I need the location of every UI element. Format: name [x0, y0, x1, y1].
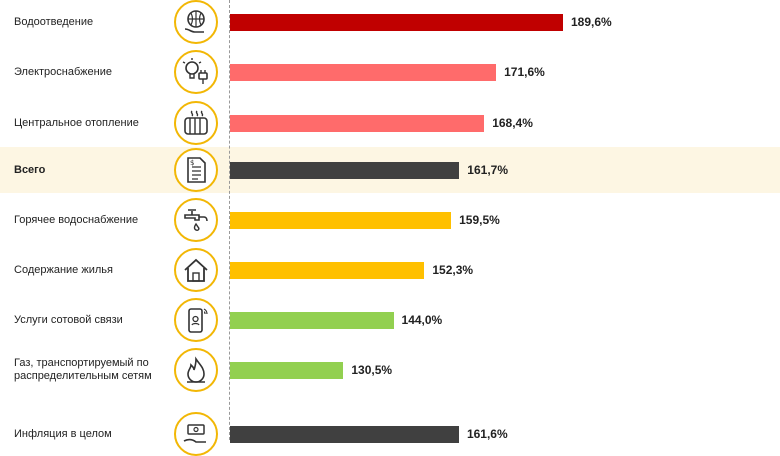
- flame-icon: [174, 348, 218, 392]
- radiator-icon: [174, 101, 218, 145]
- bar: [230, 13, 563, 31]
- axis-divider: [229, 0, 230, 440]
- bar: [230, 261, 425, 279]
- value-label: 130,5%: [351, 362, 393, 377]
- bulb-plug-icon: [174, 50, 218, 94]
- row-label: Содержание жилья: [14, 263, 113, 276]
- row-label: Газ, транспортируемый по распределительн…: [14, 357, 152, 382]
- value-label: 171,6%: [504, 64, 545, 79]
- bar: [230, 211, 452, 229]
- row-label: Услуги сотовой связи: [14, 313, 123, 326]
- value-label: 144,0%: [401, 312, 443, 327]
- value-label: 161,7%: [467, 162, 508, 177]
- row-label: Всего: [14, 163, 46, 176]
- bar: [230, 63, 497, 81]
- invoice-icon: $: [174, 148, 218, 192]
- faucet-icon: [174, 198, 218, 242]
- value-label: 152,3%: [432, 262, 474, 277]
- bar: [230, 425, 459, 443]
- value-label: 159,5%: [459, 212, 500, 227]
- money-hand-icon: [174, 412, 218, 456]
- row-label: Электроснабжение: [14, 65, 112, 78]
- globe-hand-icon: [174, 0, 218, 44]
- svg-text:$: $: [190, 159, 194, 167]
- row-label: Горячее водоснабжение: [14, 213, 139, 226]
- value-label: 189,6%: [571, 14, 612, 29]
- value-label: 168,4%: [492, 115, 533, 130]
- value-label: 161,6%: [466, 426, 508, 441]
- bar: [230, 311, 394, 329]
- row-label: Водоотведение: [14, 15, 94, 28]
- house-icon: [174, 248, 218, 292]
- row-label: Центральное отопление: [14, 116, 139, 129]
- bar: [230, 114, 485, 132]
- bar: [230, 161, 460, 179]
- row-label: Инфляция в целом: [14, 427, 112, 440]
- phone-icon: [174, 298, 218, 342]
- bar: [230, 361, 344, 379]
